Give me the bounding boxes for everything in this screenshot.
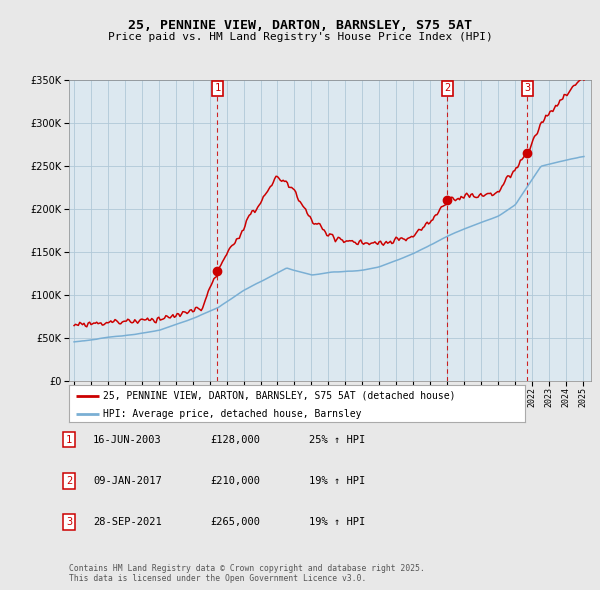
Text: 19% ↑ HPI: 19% ↑ HPI xyxy=(309,476,365,486)
Text: 19% ↑ HPI: 19% ↑ HPI xyxy=(309,517,365,527)
Text: 16-JUN-2003: 16-JUN-2003 xyxy=(93,435,162,444)
Text: £210,000: £210,000 xyxy=(210,476,260,486)
Text: 3: 3 xyxy=(66,517,72,527)
Text: 09-JAN-2017: 09-JAN-2017 xyxy=(93,476,162,486)
Text: 1: 1 xyxy=(66,435,72,444)
Text: Contains HM Land Registry data © Crown copyright and database right 2025.
This d: Contains HM Land Registry data © Crown c… xyxy=(69,563,425,583)
Text: 2: 2 xyxy=(445,83,451,93)
Text: 3: 3 xyxy=(524,83,530,93)
Text: 1: 1 xyxy=(214,83,221,93)
Text: Price paid vs. HM Land Registry's House Price Index (HPI): Price paid vs. HM Land Registry's House … xyxy=(107,32,493,42)
Text: 2: 2 xyxy=(66,476,72,486)
Text: 25, PENNINE VIEW, DARTON, BARNSLEY, S75 5AT: 25, PENNINE VIEW, DARTON, BARNSLEY, S75 … xyxy=(128,19,472,32)
Text: £265,000: £265,000 xyxy=(210,517,260,527)
Text: £128,000: £128,000 xyxy=(210,435,260,444)
Text: 28-SEP-2021: 28-SEP-2021 xyxy=(93,517,162,527)
Text: 25% ↑ HPI: 25% ↑ HPI xyxy=(309,435,365,444)
Text: HPI: Average price, detached house, Barnsley: HPI: Average price, detached house, Barn… xyxy=(103,409,362,419)
Text: 25, PENNINE VIEW, DARTON, BARNSLEY, S75 5AT (detached house): 25, PENNINE VIEW, DARTON, BARNSLEY, S75 … xyxy=(103,391,456,401)
